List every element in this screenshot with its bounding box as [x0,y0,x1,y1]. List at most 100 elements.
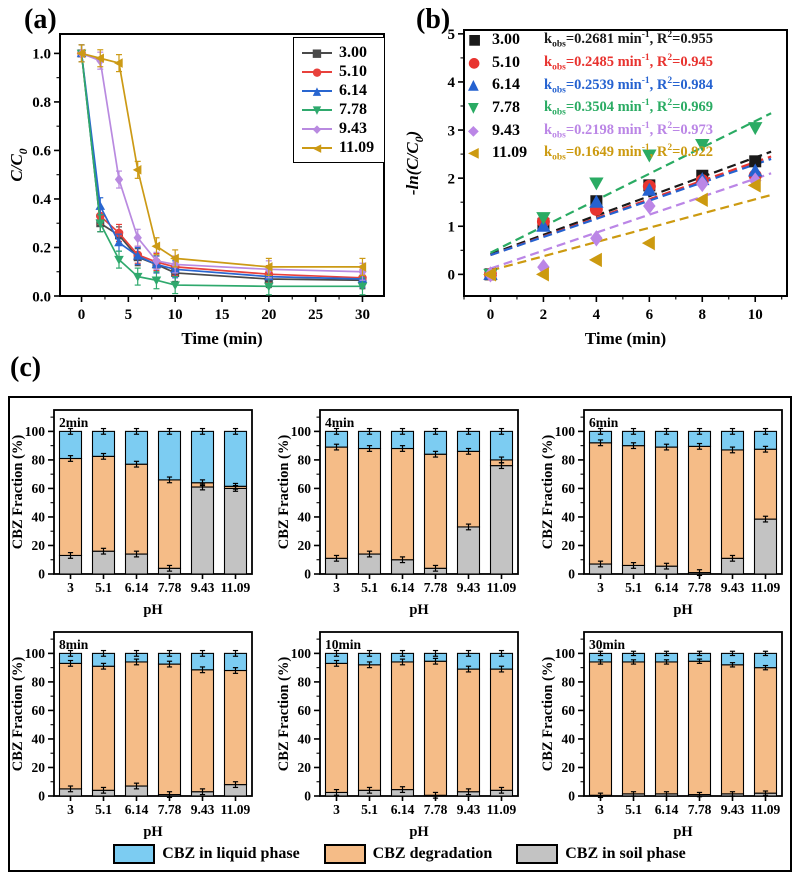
svg-text:60: 60 [32,703,46,718]
y-axis-label: CBZ Fraction (%) [276,657,292,772]
panel-a-legend-item: ● 5.10 [302,62,374,81]
svg-text:60: 60 [562,481,576,496]
circle-marker-icon: ● [312,65,322,78]
legend-ph-value: 6.14 [492,76,520,94]
svg-text:40: 40 [562,732,576,747]
svg-text:60: 60 [298,703,312,718]
y-axis-label: CBZ Fraction (%) [10,435,26,550]
legend-ph-value: 7.78 [492,99,520,117]
svg-text:11.09: 11.09 [221,580,251,595]
svg-text:80: 80 [32,675,46,690]
svg-text:20: 20 [562,760,576,775]
svg-text:5: 5 [448,27,456,43]
svg-text:20: 20 [32,760,46,775]
svg-text:30: 30 [355,307,370,323]
chart-30min-canvas: 0 20 40 60 80 100 3 5.1 6.14 7.78 9.43 11.09 pH CBZ F… [540,631,783,840]
svg-text:0: 0 [78,307,86,323]
svg-text:6.14: 6.14 [391,802,415,817]
legend-ph-value: 9.43 [339,119,367,137]
chart-b-canvas: 0 1 2 3 4 5 0 2 4 6 8 10 Time (min) -ln(C/C0) [403,27,788,348]
diamond-marker-icon: ◆ [312,122,322,135]
svg-text:0: 0 [304,789,311,804]
svg-text:7.78: 7.78 [424,802,448,817]
panel-a-legend-item: ▲ 6.14 [302,81,374,100]
panel-b-legend-item: ◆ 9.43 kobs=0.2198 min-1, R2=0.973 [468,119,713,142]
square-marker-icon: ■ [468,32,482,49]
y-axis-label: CBZ Fraction (%) [276,435,292,550]
triangle-left-marker-icon: ◀ [312,141,322,154]
panel-c-plot-8min: 0 20 40 60 80 100 3 5.1 6.14 7.78 9.43 11.09 pH CBZ F… [10,622,260,849]
x-axis-label: pH [409,824,429,840]
svg-text:100: 100 [25,646,46,661]
y-axis-label: CBZ Fraction (%) [10,657,26,772]
legend-swatch-icon [113,844,156,864]
svg-text:0.8: 0.8 [32,95,51,111]
svg-text:7.78: 7.78 [158,580,182,595]
svg-text:0: 0 [448,268,456,284]
legend-ph-value: 5.10 [492,53,520,71]
panel-a-legend-item: ◀ 11.09 [302,138,374,157]
svg-text:100: 100 [555,424,576,439]
chart-4min-canvas: 0 20 40 60 80 100 3 5.1 6.14 7.78 9.43 11.09 pH CBZ F… [276,409,519,618]
chart-8min-canvas: 0 20 40 60 80 100 3 5.1 6.14 7.78 9.43 11.09 pH CBZ F… [10,631,253,840]
x-axis-label: pH [143,602,163,618]
panel-c-legend-item: CBZ degradation [323,844,492,864]
panel-b-legend-item: ◀ 11.09 kobs=0.1649 min-1, R2=0.922 [468,142,713,165]
svg-text:11.09: 11.09 [487,580,517,595]
svg-text:5.1: 5.1 [625,802,642,817]
svg-text:5: 5 [125,307,133,323]
svg-text:6.14: 6.14 [655,802,679,817]
svg-text:5.1: 5.1 [95,580,112,595]
x-axis-label: pH [673,824,693,840]
x-axis-label: Time (min) [181,329,262,348]
panel-a-label: (a) [24,4,57,35]
triangle-down-marker-icon: ▼ [312,103,322,116]
triangle-down-marker-icon: ▼ [468,100,479,117]
svg-text:3: 3 [597,802,604,817]
svg-text:0: 0 [568,789,575,804]
legend-fit-text: kobs=0.2485 min-1, R2=0.945 [544,53,714,73]
subplot-title: 2min [59,415,89,430]
svg-text:5.1: 5.1 [625,580,642,595]
y-axis-label: CBZ Fraction (%) [540,435,556,550]
chart-10min-canvas: 0 20 40 60 80 100 3 5.1 6.14 7.78 9.43 11.09 pH CBZ F… [276,631,519,840]
svg-text:10: 10 [748,307,763,323]
svg-text:4: 4 [448,75,456,91]
panel-b-legend-item: ▲ 6.14 kobs=0.2539 min-1, R2=0.984 [468,74,713,97]
chart-2min-canvas: 0 20 40 60 80 100 3 5.1 6.14 7.78 9.43 11.09 pH CBZ F… [10,409,253,618]
svg-text:20: 20 [562,538,576,553]
svg-text:11.09: 11.09 [751,802,781,817]
panel-c-label: (c) [10,352,42,383]
legend-label: CBZ in soil phase [565,845,686,862]
svg-text:60: 60 [32,481,46,496]
subplot-title: 10min [325,637,361,652]
svg-text:60: 60 [298,481,312,496]
svg-text:0.4: 0.4 [32,192,51,208]
svg-text:0.0: 0.0 [32,289,51,305]
panel-c-plot-2min: 0 20 40 60 80 100 3 5.1 6.14 7.78 9.43 11.09 pH CBZ F… [10,400,260,627]
panel-c-plot-6min: 0 20 40 60 80 100 3 5.1 6.14 7.78 9.43 11.09 pH CBZ F… [540,400,790,627]
legend-swatch-icon [323,844,366,864]
subplot-title: 6min [589,415,619,430]
svg-text:25: 25 [308,307,323,323]
svg-text:10: 10 [168,307,183,323]
svg-text:11.09: 11.09 [487,802,517,817]
svg-text:2: 2 [448,171,456,187]
svg-text:9.43: 9.43 [721,580,745,595]
svg-text:20: 20 [32,538,46,553]
panel-c-plot-30min: 0 20 40 60 80 100 3 5.1 6.14 7.78 9.43 11.09 pH CBZ F… [540,622,790,849]
legend-ph-value: 11.09 [339,138,375,156]
x-axis-label: pH [673,602,693,618]
legend-fit-text: kobs=0.2539 min-1, R2=0.984 [544,75,714,96]
legend-line-sample: ◀ [302,142,332,153]
x-axis-label: pH [143,824,163,840]
panel-b-legend-item: ● 5.10 kobs=0.2485 min-1, R2=0.945 [468,52,713,75]
legend-ph-value: 9.43 [492,121,520,139]
svg-text:5.1: 5.1 [361,580,378,595]
svg-text:40: 40 [32,510,46,525]
svg-text:6.14: 6.14 [391,580,415,595]
svg-text:100: 100 [291,646,312,661]
triangle-up-marker-icon: ▲ [468,77,479,94]
svg-text:7.78: 7.78 [158,802,182,817]
svg-text:0: 0 [568,567,575,582]
